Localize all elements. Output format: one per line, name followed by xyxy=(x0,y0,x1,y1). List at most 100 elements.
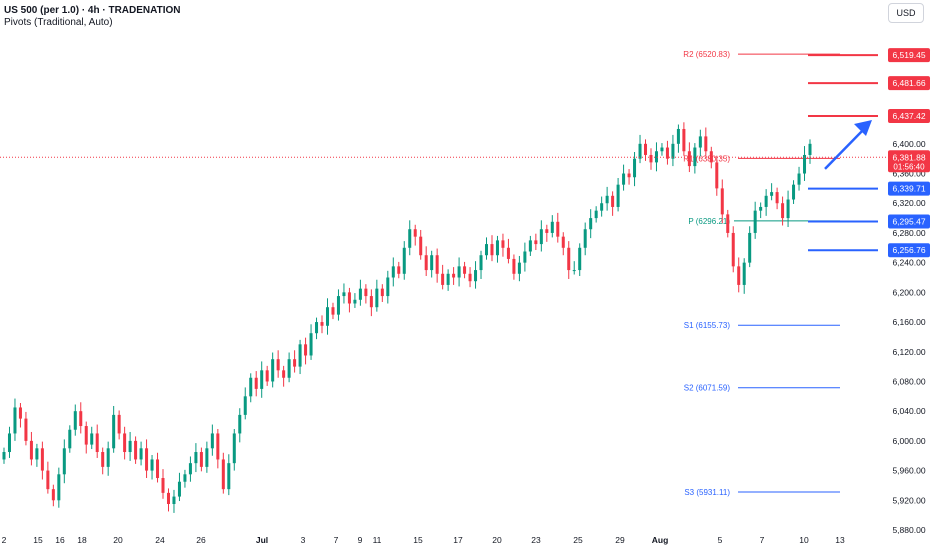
y-tick-label: 6,240.00 xyxy=(892,258,925,268)
x-tick-label: 26 xyxy=(196,535,206,545)
currency-button[interactable]: USD xyxy=(888,3,924,23)
candle-body xyxy=(644,143,648,155)
y-tick-label: 6,320.00 xyxy=(892,198,925,208)
candle-body xyxy=(671,143,675,159)
candle-body xyxy=(35,448,39,460)
level-tag xyxy=(888,243,930,258)
time-axis[interactable]: 2 15 16 18 20 24 26 Jul 3 7 9 11 15 17 20 23 25 29 Aug 5 7 10… xyxy=(2,535,845,545)
candle-body xyxy=(166,492,170,505)
pivot-label: P (6296.21) xyxy=(688,217,730,226)
candle-body xyxy=(808,143,812,155)
candle-body xyxy=(512,258,516,274)
candle-body xyxy=(600,203,604,211)
y-tick-label: 6,000.00 xyxy=(892,436,925,446)
candle-body xyxy=(106,448,110,467)
candle-body xyxy=(90,433,94,445)
candle-body xyxy=(315,322,319,334)
candle-body xyxy=(539,229,543,245)
candle-body xyxy=(364,288,368,297)
candle-body xyxy=(748,232,752,263)
candle-body xyxy=(18,407,22,419)
candle-body xyxy=(369,296,373,308)
candle-body xyxy=(293,359,297,367)
level-label: 6,295.47 xyxy=(892,216,925,226)
candle-body xyxy=(797,173,801,185)
y-tick-label: 5,960.00 xyxy=(892,466,925,476)
x-tick-label: 18 xyxy=(77,535,87,545)
price-axis[interactable]: 6,400.00 6,360.00 6,320.00 6,280.00 6,240.00… xyxy=(888,139,930,535)
candle-body xyxy=(161,478,165,493)
candle-body xyxy=(386,277,390,297)
x-tick-label: Jul xyxy=(256,535,268,545)
candlesticks xyxy=(2,122,812,513)
candle-body xyxy=(183,474,187,482)
x-tick-label: 11 xyxy=(373,535,382,545)
candle-body xyxy=(117,414,121,434)
chart-title: US 500 (per 1.0) · 4h · TRADENATION xyxy=(4,5,181,16)
candle-body xyxy=(523,251,527,263)
candle-body xyxy=(112,414,116,449)
candle-body xyxy=(419,236,423,256)
candle-body xyxy=(424,255,428,271)
candle-body xyxy=(698,136,702,148)
candle-body xyxy=(517,262,521,274)
x-tick-label: 20 xyxy=(492,535,502,545)
x-tick-label: 16 xyxy=(55,535,65,545)
level-label: 6,437.42 xyxy=(892,111,925,121)
candle-body xyxy=(7,433,11,453)
x-tick-label: 15 xyxy=(413,535,423,545)
candle-body xyxy=(260,370,264,389)
candle-body xyxy=(759,206,763,211)
candle-body xyxy=(484,244,489,256)
candle-body xyxy=(474,270,478,282)
candle-body xyxy=(13,407,17,434)
candle-body xyxy=(792,184,796,200)
candle-body xyxy=(742,262,746,285)
level-label: 6,481.66 xyxy=(892,78,925,88)
candle-body xyxy=(413,229,417,237)
candle-body xyxy=(249,377,253,397)
candle-body xyxy=(495,240,499,256)
candle-body xyxy=(408,229,412,248)
candle-body xyxy=(101,452,105,467)
candle-body xyxy=(194,452,198,464)
candle-body xyxy=(145,448,149,471)
pivot-label: S2 (6071.59) xyxy=(684,384,731,393)
candle-body xyxy=(353,299,357,304)
x-tick-label: 24 xyxy=(155,535,165,545)
candle-body xyxy=(276,359,280,371)
candle-body xyxy=(501,240,505,248)
x-tick-label: 29 xyxy=(615,535,625,545)
candle-body xyxy=(205,448,209,467)
candle-body xyxy=(336,296,340,315)
projection-arrow xyxy=(824,120,872,170)
x-tick-label: 3 xyxy=(301,535,306,545)
x-tick-label: 13 xyxy=(835,535,845,545)
candle-body xyxy=(128,440,132,453)
candle-body xyxy=(468,273,472,282)
candle-body xyxy=(402,247,406,274)
candle-body xyxy=(490,244,494,256)
candle-body xyxy=(572,270,576,272)
candle-body xyxy=(715,162,719,189)
candle-body xyxy=(693,147,697,167)
candle-body xyxy=(803,154,807,174)
candle-body xyxy=(633,158,637,178)
pivot-lines: R2 (6520.83) R1 (6380.35) P (6296.21) S1 (6… xyxy=(683,50,840,497)
candle-body xyxy=(216,433,220,460)
level-tag xyxy=(888,181,930,196)
pivot-label: S3 (5931.11) xyxy=(684,488,730,497)
candle-body xyxy=(24,418,28,441)
pivot-label: R1 (6380.35) xyxy=(683,154,730,163)
bar-countdown: 01:56:40 xyxy=(893,162,925,171)
y-tick-label: 6,400.00 xyxy=(892,139,925,149)
y-tick-label: 5,920.00 xyxy=(892,495,925,505)
candle-body xyxy=(726,214,730,233)
candle-body xyxy=(556,221,560,237)
candle-body xyxy=(704,136,708,152)
candle-body xyxy=(611,195,615,207)
candle-body xyxy=(737,266,741,285)
level-tag xyxy=(888,214,930,229)
level-tag xyxy=(888,76,930,91)
